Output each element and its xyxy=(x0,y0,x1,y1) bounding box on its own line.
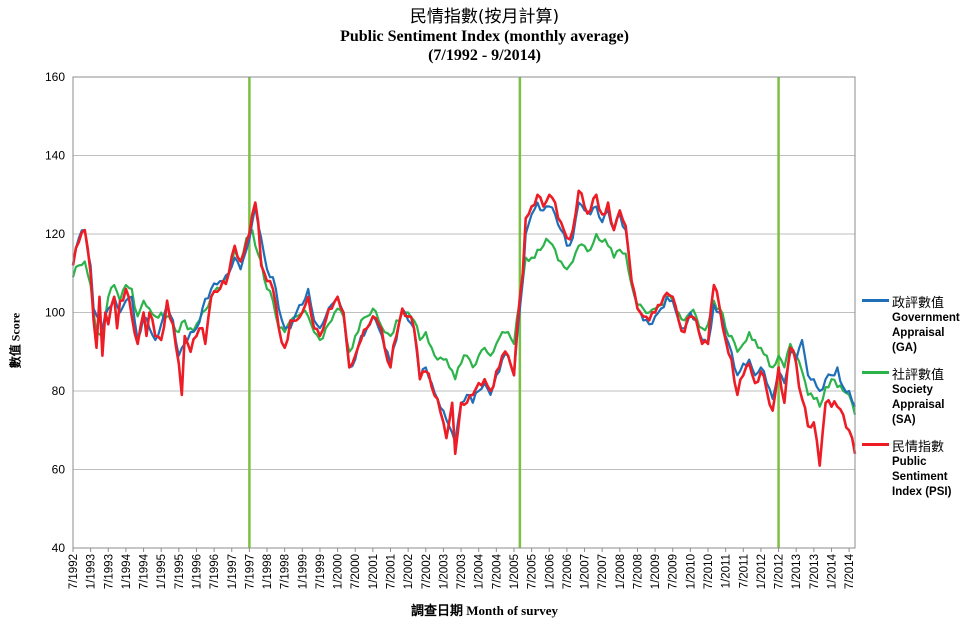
x-tick-label: 1/1994 xyxy=(121,553,133,589)
x-tick-label: 1/1993 xyxy=(86,554,98,589)
y-tick-label: 40 xyxy=(52,541,66,555)
x-tick-label: 7/1995 xyxy=(174,554,186,589)
y-tick-label: 100 xyxy=(45,306,65,320)
x-tick-label: 7/2002 xyxy=(421,554,433,589)
x-tick-label: 1/1995 xyxy=(156,554,168,589)
legend-label-zh-sa: 社評數值 xyxy=(892,368,945,383)
x-tick-label: 7/1997 xyxy=(244,554,256,589)
legend: 政評數值 Government Appraisal (GA) 社評數值 Soci… xyxy=(862,292,967,508)
legend-swatch-psi xyxy=(862,443,889,446)
legend-item-sa: 社評數值 Society Appraisal (SA) xyxy=(862,364,967,428)
chart-title-block: 民情指數(按月計算) Public Sentiment Index (month… xyxy=(0,8,969,65)
x-tick-label: 1/1999 xyxy=(297,554,309,589)
x-tick-label: 7/1998 xyxy=(280,554,292,589)
x-tick-label: 7/2008 xyxy=(632,554,644,589)
x-tick-label: 1/2013 xyxy=(791,554,803,589)
x-tick-label: 7/2013 xyxy=(809,554,821,589)
x-tick-label: 7/2009 xyxy=(668,554,680,589)
x-tick-label: 1/2009 xyxy=(650,554,662,589)
x-axis-title: 調查日期 Month of survey xyxy=(411,603,558,618)
x-tick-label: 1/2005 xyxy=(509,554,521,589)
legend-item-ga: 政評數值 Government Appraisal (GA) xyxy=(862,292,967,356)
legend-swatch-ga xyxy=(862,299,889,302)
x-tick-label: 1/2011 xyxy=(721,554,733,588)
x-tick-label: 1/1998 xyxy=(262,554,274,589)
y-tick-label: 60 xyxy=(52,463,66,477)
x-tick-label: 7/2014 xyxy=(844,553,856,589)
x-tick-label: 7/2005 xyxy=(527,554,539,589)
x-tick-label: 7/2004 xyxy=(491,553,503,589)
legend-label-en-ga: Government Appraisal (GA) xyxy=(892,312,960,354)
chart-title: 民情指數(按月計算) xyxy=(409,7,560,27)
x-tick-label: 1/2001 xyxy=(368,554,380,589)
x-tick-label: 7/2011 xyxy=(738,554,750,588)
chart-subtitle: Public Sentiment Index (monthly average) xyxy=(340,28,629,45)
x-tick-label: 1/2002 xyxy=(403,554,415,589)
legend-swatch-sa xyxy=(862,371,889,374)
x-tick-label: 7/1999 xyxy=(315,554,327,589)
x-tick-label: 7/2010 xyxy=(703,554,715,589)
x-tick-label: 1/1997 xyxy=(227,554,239,589)
x-tick-label: 1/2010 xyxy=(685,554,697,589)
x-tick-label: 1/2012 xyxy=(756,554,768,589)
x-tick-labels: 7/1992 1/1993 7/1993 1/1994 7/1994 1/1995 7/19… xyxy=(68,548,856,589)
y-tick-label: 120 xyxy=(45,227,65,241)
series-line-sa xyxy=(71,229,857,415)
y-tick-label: 160 xyxy=(45,70,65,84)
chart-date-range: (7/1992 - 9/2014) xyxy=(428,47,541,64)
x-tick-label: 7/2003 xyxy=(456,554,468,589)
x-tick-label: 1/2008 xyxy=(615,554,627,589)
legend-item-psi: 民情指數 Public Sentiment Index (PSI) xyxy=(862,436,967,500)
x-tick-label: 7/2006 xyxy=(562,554,574,589)
legend-label-zh-psi: 民情指數 xyxy=(892,440,945,455)
legend-label-en-sa: Society Appraisal (SA) xyxy=(892,384,945,426)
x-tick-label: 1/2006 xyxy=(544,554,556,589)
x-tick-label: 7/2000 xyxy=(350,554,362,589)
series-line-psi xyxy=(71,189,857,467)
legend-label-zh-ga: 政評數值 xyxy=(892,296,945,311)
x-tick-label: 7/1994 xyxy=(139,553,151,589)
y-axis-title: 數值 Score xyxy=(8,312,23,369)
y-tick-labels: 40 60 80 100 120 140 160 xyxy=(45,70,65,555)
y-tick-label: 80 xyxy=(52,384,66,398)
x-tick-label: 1/2003 xyxy=(438,554,450,589)
y-tick-label: 140 xyxy=(45,149,65,163)
x-tick-label: 1/2000 xyxy=(333,554,345,589)
x-tick-label: 1/2007 xyxy=(580,554,592,589)
gridlines xyxy=(73,76,855,549)
x-tick-label: 7/1996 xyxy=(209,554,221,589)
x-tick-label: 1/2014 xyxy=(826,553,838,589)
x-tick-label: 1/1996 xyxy=(191,554,203,589)
legend-label-en-psi: Public Sentiment Index (PSI) xyxy=(892,456,952,498)
series-lines xyxy=(71,189,857,467)
x-tick-label: 7/1992 xyxy=(68,554,80,589)
x-tick-label: 7/2012 xyxy=(774,554,786,589)
x-tick-label: 7/1993 xyxy=(103,554,115,589)
plot-area-border xyxy=(72,76,856,549)
x-tick-label: 7/2007 xyxy=(597,554,609,589)
x-tick-label: 7/2001 xyxy=(386,554,398,589)
x-tick-label: 1/2004 xyxy=(474,553,486,589)
